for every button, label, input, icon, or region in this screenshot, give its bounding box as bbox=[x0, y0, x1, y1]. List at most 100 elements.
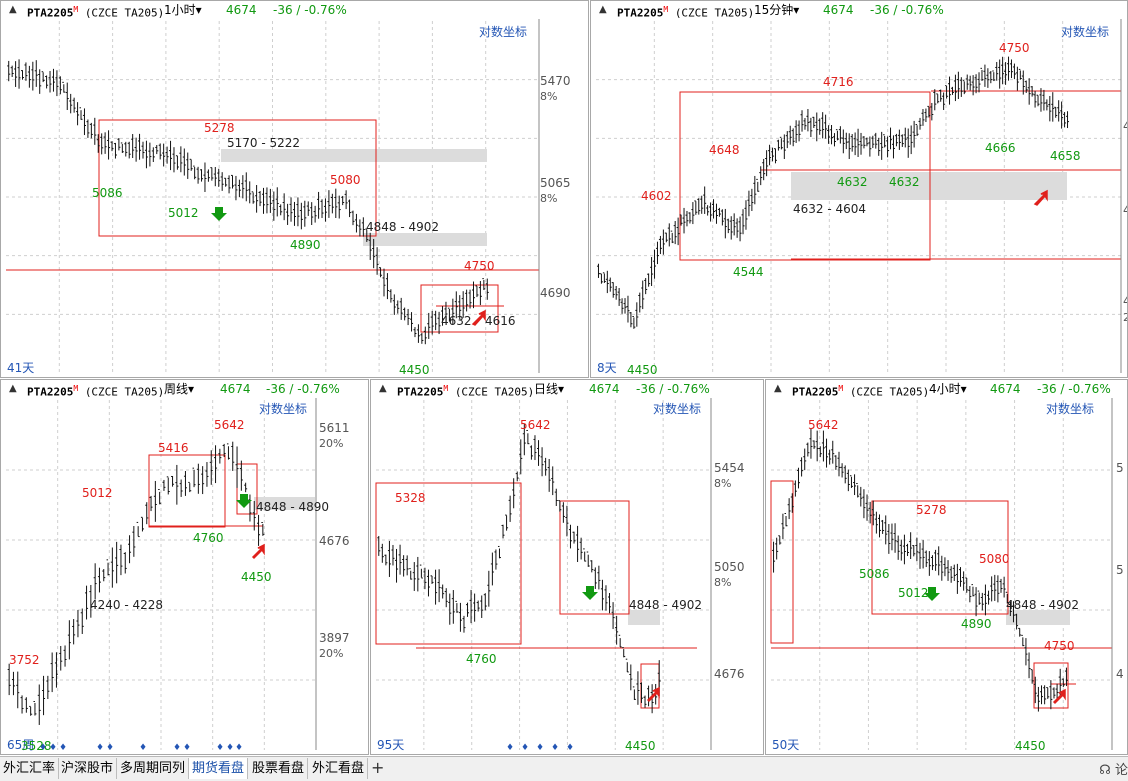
price-change: -36 / -0.76% bbox=[1037, 382, 1111, 396]
log-scale-toggle[interactable]: 对数坐标 bbox=[653, 402, 702, 416]
log-scale-toggle[interactable]: 对数坐标 bbox=[479, 25, 528, 39]
zone-label: 4848 - 4902 bbox=[629, 598, 702, 612]
symbol-label: PTA2205M (CZCE TA205) bbox=[27, 384, 165, 399]
add-tab-button[interactable]: + bbox=[371, 758, 385, 777]
chevron-down-icon[interactable]: ▾ bbox=[195, 3, 202, 17]
chevron-down-icon[interactable]: ▾ bbox=[188, 382, 195, 396]
candlestick-chart[interactable]: 5642 5416 5012 3752 4760 4450 3528 4848 … bbox=[1, 380, 369, 755]
tab-shanghai-shenzhen[interactable]: 沪深股市 bbox=[58, 758, 118, 779]
candlestick-chart[interactable]: 5642 5328 4760 4450 4848 - 4902 5454 8% 5… bbox=[371, 380, 764, 755]
high-label: 5642 bbox=[520, 418, 551, 432]
chart-panel-daily[interactable]: ▲ PTA2205M (CZCE TA205) 日线▾ 4674 -36 / -… bbox=[370, 379, 764, 755]
log-scale-toggle[interactable]: 对数坐标 bbox=[1046, 402, 1095, 416]
candlestick-chart[interactable]: 5278 5080 4750 5086 5012 4890 4450 5170 … bbox=[1, 1, 589, 378]
svg-text:4: 4 bbox=[1116, 667, 1124, 681]
range-days-label: 41天 bbox=[7, 361, 35, 375]
period-selector[interactable]: 15分钟▾ bbox=[754, 3, 800, 17]
tab-forex-watch[interactable]: 外汇看盘 bbox=[309, 758, 369, 779]
event-marker: ♦ bbox=[226, 743, 234, 753]
price-annotations: 4750 4716 4648 4602 4666 4658 4632 4632 … bbox=[627, 41, 1081, 377]
low-label: 4760 bbox=[193, 531, 224, 545]
forum-button[interactable]: ☊ 论 bbox=[1099, 763, 1128, 778]
low-label: 4450 bbox=[625, 739, 656, 753]
event-marker: ♦ bbox=[59, 743, 67, 753]
panel-header: ▲ PTA2205M (CZCE TA205) 4小时▾ 4674 -36 / … bbox=[766, 380, 1127, 399]
svg-text:4: 4 bbox=[1123, 119, 1128, 133]
low-label: 5086 bbox=[92, 186, 123, 200]
svg-text:5454: 5454 bbox=[714, 461, 745, 475]
period-selector[interactable]: 日线▾ bbox=[534, 382, 565, 396]
arrow-down-icon bbox=[211, 207, 227, 221]
level-label: 4632 bbox=[441, 314, 472, 328]
last-price: 4674 bbox=[226, 3, 257, 17]
svg-text:5065: 5065 bbox=[540, 176, 571, 190]
panel-header: ▲ PTA2205M (CZCE TA205) 15分钟▾ 4674 -36 /… bbox=[591, 1, 1127, 20]
zone-label: 4848 - 4902 bbox=[1006, 598, 1079, 612]
arrow-down-icon bbox=[924, 587, 940, 601]
event-marker: ♦ bbox=[39, 743, 47, 753]
period-selector[interactable]: 周线▾ bbox=[164, 382, 195, 396]
tab-futures-watch[interactable]: 期货看盘 bbox=[188, 758, 249, 779]
low-label: 4760 bbox=[466, 652, 497, 666]
candles bbox=[377, 423, 661, 714]
candlestick-chart[interactable]: 4750 4716 4648 4602 4666 4658 4632 4632 … bbox=[591, 1, 1128, 378]
last-price: 4674 bbox=[823, 3, 854, 17]
svg-text:5050: 5050 bbox=[714, 560, 745, 574]
panel-header: ▲ PTA2205M (CZCE TA205) 1小时▾ 4674 -36 / … bbox=[1, 1, 588, 20]
chevron-down-icon[interactable]: ▾ bbox=[558, 382, 565, 396]
candlestick-chart[interactable]: 5642 5278 5080 4750 5086 5012 4890 4450 … bbox=[766, 380, 1128, 755]
tab-multi-period[interactable]: 多周期同列 bbox=[117, 758, 190, 779]
chart-panel-1h[interactable]: ▲ PTA2205M (CZCE TA205) 1小时▾ 4674 -36 / … bbox=[0, 0, 589, 378]
high-label: 5642 bbox=[808, 418, 839, 432]
resistance-zone bbox=[254, 497, 315, 510]
svg-text:5470: 5470 bbox=[540, 74, 571, 88]
event-marker: ♦ bbox=[106, 743, 114, 753]
svg-text:8%: 8% bbox=[714, 576, 731, 589]
event-marker: ♦ bbox=[235, 743, 243, 753]
axis-labels: 4 4 4 2 bbox=[1123, 119, 1128, 324]
high-label: 4716 bbox=[823, 75, 854, 89]
collapse-triangle-icon[interactable]: ▲ bbox=[9, 4, 17, 15]
candles bbox=[7, 441, 265, 725]
price-annotations: 5642 5416 5012 3752 4760 4450 3528 4848 … bbox=[9, 418, 329, 753]
axis-labels: 5470 8% 5065 8% 4690 bbox=[540, 74, 571, 300]
high-label: 5012 bbox=[82, 486, 113, 500]
low-label: 4632 bbox=[837, 175, 868, 189]
event-marker: ♦ bbox=[536, 743, 544, 753]
log-scale-toggle[interactable]: 对数坐标 bbox=[259, 402, 308, 416]
chart-panel-weekly[interactable]: ▲ PTA2205M (CZCE TA205) 周线▾ 4674 -36 / -… bbox=[0, 379, 369, 755]
svg-text:8%: 8% bbox=[540, 90, 557, 103]
panel-header: ▲ PTA2205M (CZCE TA205) 周线▾ 4674 -36 / -… bbox=[1, 380, 368, 399]
chevron-down-icon[interactable]: ▾ bbox=[960, 382, 967, 396]
high-label: 4750 bbox=[999, 41, 1030, 55]
collapse-triangle-icon[interactable]: ▲ bbox=[599, 4, 607, 15]
resistance-zone bbox=[791, 172, 1067, 200]
tab-forex-rates[interactable]: 外汇汇率 bbox=[0, 758, 60, 779]
event-marker: ♦ bbox=[506, 743, 514, 753]
tab-stock-watch[interactable]: 股票看盘 bbox=[249, 758, 309, 779]
chart-panel-15m[interactable]: ▲ PTA2205M (CZCE TA205) 15分钟▾ 4674 -36 /… bbox=[590, 0, 1128, 378]
period-selector[interactable]: 1小时▾ bbox=[164, 3, 202, 17]
event-marker: ♦ bbox=[551, 743, 559, 753]
collapse-triangle-icon[interactable]: ▲ bbox=[379, 383, 387, 394]
price-annotations: 5642 5278 5080 4750 5086 5012 4890 4450 … bbox=[808, 418, 1079, 753]
period-selector[interactable]: 4小时▾ bbox=[929, 382, 967, 396]
event-marker: ♦ bbox=[49, 743, 57, 753]
symbol-label: PTA2205M (CZCE TA205) bbox=[397, 384, 535, 399]
event-marker: ♦ bbox=[566, 743, 574, 753]
collapse-triangle-icon[interactable]: ▲ bbox=[9, 383, 17, 394]
price-annotations: 5642 5328 4760 4450 4848 - 4902 bbox=[395, 418, 702, 753]
high-label: 5080 bbox=[330, 173, 361, 187]
zone-label: 4848 - 4890 bbox=[256, 500, 329, 514]
low-label: 4450 bbox=[399, 363, 430, 377]
svg-text:5: 5 bbox=[1116, 461, 1124, 475]
range-days-label: 65周 bbox=[7, 738, 35, 752]
high-label: 4750 bbox=[464, 259, 495, 273]
symbol-label: PTA2205M (CZCE TA205) bbox=[27, 5, 165, 20]
log-scale-toggle[interactable]: 对数坐标 bbox=[1061, 25, 1110, 39]
chevron-down-icon[interactable]: ▾ bbox=[793, 3, 800, 17]
chart-panel-4h[interactable]: ▲ PTA2205M (CZCE TA205) 4小时▾ 4674 -36 / … bbox=[765, 379, 1128, 755]
collapse-triangle-icon[interactable]: ▲ bbox=[774, 383, 782, 394]
last-price: 4674 bbox=[220, 382, 251, 396]
price-change: -36 / -0.76% bbox=[636, 382, 710, 396]
